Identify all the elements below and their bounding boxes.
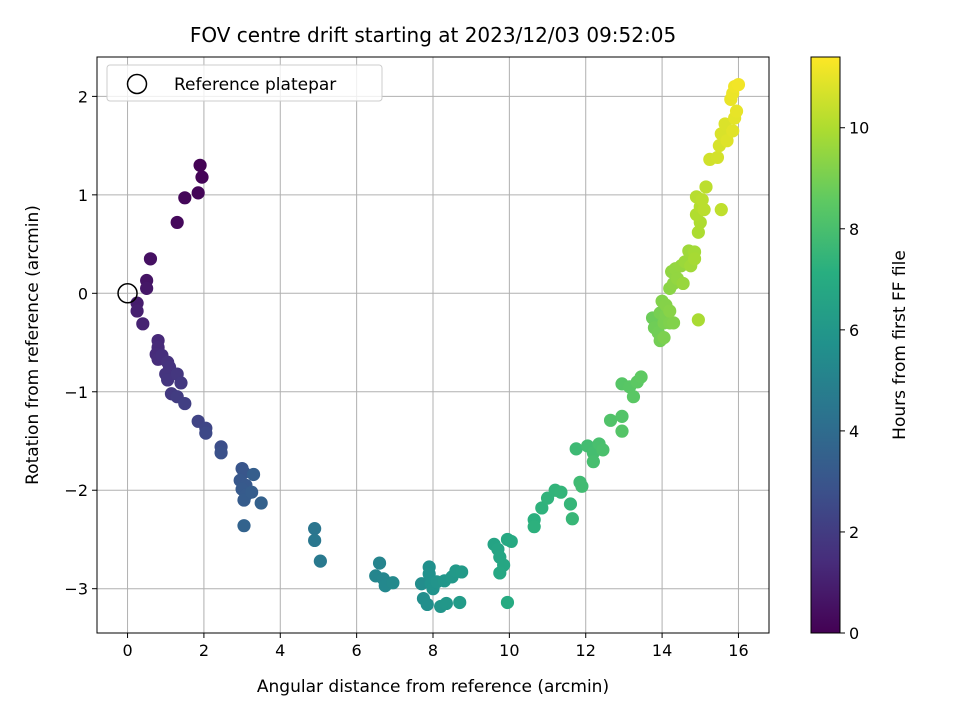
- data-point: [493, 566, 507, 580]
- data-point: [563, 497, 578, 511]
- x-tick-label: 10: [499, 641, 519, 660]
- data-point: [720, 134, 734, 148]
- data-point: [731, 77, 746, 92]
- data-point: [214, 446, 228, 460]
- legend-marker-reference: [126, 73, 148, 95]
- data-point: [245, 485, 259, 499]
- data-point: [535, 501, 549, 515]
- data-point: [691, 225, 705, 239]
- data-point: [130, 304, 144, 318]
- y-tick-label: −2: [64, 481, 88, 500]
- colorbar-tick-label: 0: [849, 624, 859, 643]
- legend: Reference platepar: [106, 64, 383, 102]
- data-point: [195, 170, 209, 184]
- data-point: [372, 556, 387, 570]
- x-tick-label: 4: [275, 641, 285, 660]
- data-point: [726, 124, 740, 138]
- data-point: [615, 424, 629, 438]
- data-point: [143, 252, 158, 266]
- data-point: [663, 304, 677, 318]
- data-point: [527, 520, 541, 534]
- data-point: [699, 180, 713, 194]
- data-point: [687, 252, 702, 266]
- legend-label-reference: Reference platepar: [174, 75, 336, 95]
- colorbar-tick-label: 6: [849, 321, 859, 340]
- data-point: [308, 533, 322, 548]
- data-point: [161, 373, 175, 387]
- data-point: [199, 426, 213, 440]
- data-point: [554, 485, 568, 499]
- data-point: [237, 519, 251, 533]
- data-point: [691, 313, 705, 327]
- data-point: [136, 317, 150, 331]
- data-point: [420, 597, 434, 612]
- data-point: [626, 390, 641, 404]
- data-point: [714, 203, 728, 217]
- y-tick-label: −1: [64, 383, 88, 402]
- data-point: [246, 467, 261, 482]
- x-tick-label: 16: [728, 641, 748, 660]
- data-point: [634, 370, 648, 384]
- data-point: [174, 376, 188, 390]
- reference-marker: [117, 283, 138, 304]
- x-tick-label: 8: [428, 641, 438, 660]
- data-point: [596, 443, 610, 457]
- data-point: [504, 534, 518, 549]
- data-point: [455, 565, 469, 579]
- y-axis-label: Rotation from reference (arcmin): [23, 205, 43, 485]
- data-point: [586, 455, 600, 469]
- colorbar-tick-label: 8: [849, 220, 859, 239]
- data-point: [178, 191, 192, 205]
- colorbar-label: Hours from first FF file: [890, 250, 910, 440]
- data-point: [170, 215, 184, 230]
- chart-title: FOV centre drift starting at 2023/12/03 …: [190, 23, 676, 47]
- data-point: [676, 276, 690, 291]
- data-point: [695, 193, 709, 207]
- x-tick-label: 6: [352, 641, 362, 660]
- data-point: [569, 442, 583, 456]
- data-point: [414, 577, 429, 591]
- data-point: [500, 595, 515, 610]
- colorbar: [810, 56, 841, 634]
- data-point: [729, 104, 744, 118]
- data-point: [439, 596, 453, 611]
- legend-box: [106, 64, 383, 102]
- x-tick-label: 2: [199, 641, 209, 660]
- x-axis-ticks: 0 2 4 6 8 10 12 14 16: [122, 633, 749, 660]
- data-point: [666, 316, 681, 330]
- y-tick-label: −3: [64, 580, 88, 599]
- data-point: [710, 150, 725, 165]
- data-point: [178, 396, 192, 411]
- colorbar-tick-label: 10: [849, 119, 869, 138]
- y-tick-label: 2: [78, 87, 88, 106]
- data-point: [453, 595, 467, 610]
- colorbar-ticks: 0 2 4 6 8 10: [840, 119, 869, 643]
- y-axis-ticks: −3 −2 −1 0 1 2: [64, 87, 97, 599]
- colorbar-tick-label: 4: [849, 422, 859, 441]
- data-point: [313, 554, 327, 568]
- data-point: [657, 331, 671, 345]
- data-point: [308, 522, 322, 536]
- data-point: [697, 203, 711, 217]
- data-point: [140, 281, 154, 295]
- y-tick-label: 0: [78, 284, 88, 303]
- data-point: [565, 512, 579, 526]
- x-tick-label: 14: [652, 641, 672, 660]
- data-points: [130, 77, 746, 614]
- x-axis-label: Angular distance from reference (arcmin): [257, 677, 609, 697]
- data-point: [386, 576, 400, 590]
- x-tick-label: 12: [576, 641, 596, 660]
- data-point: [603, 413, 618, 427]
- data-point: [254, 496, 268, 510]
- data-point: [575, 479, 589, 493]
- reference-marker-layer: [117, 283, 138, 304]
- x-tick-label: 0: [122, 641, 132, 660]
- data-point: [191, 186, 205, 200]
- colorbar-tick-label: 2: [849, 523, 859, 542]
- data-point: [193, 158, 207, 172]
- data-point: [615, 409, 629, 423]
- y-tick-label: 1: [78, 186, 88, 205]
